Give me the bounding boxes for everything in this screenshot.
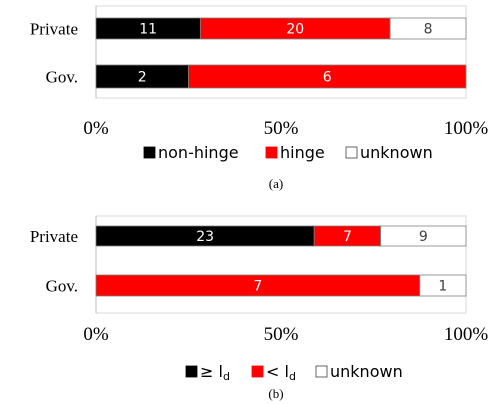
panel-a-legend-swatch-0: [143, 146, 156, 159]
panel-a-caption: (a): [269, 176, 283, 191]
panel-b-x-tick-label-0: 0%: [83, 324, 109, 345]
panel-a-data-label-private-series-2: 8: [424, 22, 433, 38]
panel-b-legend-label-2: unknown: [330, 362, 403, 381]
panel-a-bar-gov-series-1: [188, 64, 467, 89]
panel-a-x-tick-label-2: 100%: [444, 118, 489, 139]
panel-b-data-label-private-series-2: 9: [419, 229, 428, 245]
panel-b-x-tick-label-1: 50%: [264, 324, 299, 345]
panel-b-data-label-gov-series-2: 1: [438, 279, 447, 295]
panel-a-data-label-private-series-0: 11: [139, 22, 157, 38]
panel-a-data-label-private-series-1: 20: [286, 22, 304, 38]
panel-b-data-label-gov-series-1: 7: [253, 279, 262, 295]
panel-b-caption: (b): [268, 386, 283, 401]
panel-a-x-tick-label-0: 0%: [83, 118, 109, 139]
panel-b-category-label-gov: Gov.: [46, 277, 78, 296]
panel-a-legend-label-0: non-hinge: [158, 143, 239, 162]
panel-a-x-tick-label-1: 50%: [264, 118, 299, 139]
panel-a-category-label-gov: Gov.: [46, 68, 78, 87]
panel-a-data-label-gov-series-1: 6: [323, 70, 332, 86]
panel-b-legend-label-1: < ld: [266, 362, 296, 383]
panel-b-data-label-private-series-1: 7: [343, 229, 352, 245]
panel-a-legend-label-2: unknown: [360, 143, 433, 162]
panel-b-legend-label-0: ≥ ld: [200, 362, 230, 383]
panel-b-bar-private-series-2: [380, 225, 467, 247]
panel-b-category-label-private: Private: [30, 227, 78, 246]
panel-a-category-label-private: Private: [30, 20, 78, 39]
panel-a-legend-label-1: hinge: [280, 143, 325, 162]
panel-b-data-label-private-series-0: 23: [196, 229, 214, 245]
panel-b-x-tick-label-2: 100%: [444, 324, 489, 345]
panel-b-bar-gov-series-2: [419, 274, 467, 297]
panel-a-legend-swatch-1: [265, 146, 278, 159]
panel-a-legend-swatch-2: [345, 146, 358, 159]
panel-b-legend-swatch-2: [315, 365, 328, 378]
panel-b-legend-swatch-0: [185, 365, 198, 378]
panel-b-legend-swatch-1: [251, 365, 264, 378]
panel-a-bar-private-series-2: [389, 17, 467, 40]
panel-a-data-label-gov-series-0: 2: [138, 70, 147, 86]
